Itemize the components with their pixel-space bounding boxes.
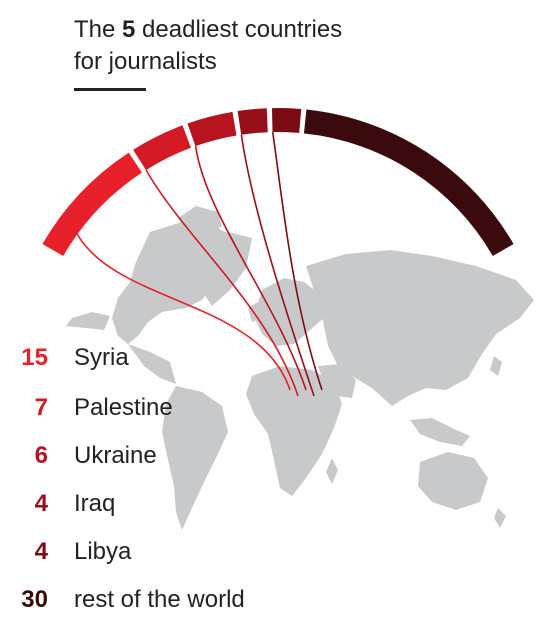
world-map xyxy=(66,206,534,530)
title-number: 5 xyxy=(122,16,136,43)
new-zealand-shape xyxy=(494,508,506,528)
alaska-shape xyxy=(66,312,110,330)
chart-title: The 5 deadliest countries for journalist… xyxy=(74,14,494,78)
arc-segment-iraq xyxy=(237,108,268,135)
connector-line-palestine xyxy=(145,169,299,397)
africa-shape xyxy=(246,366,342,496)
arc-segment-rest xyxy=(303,109,514,256)
title-suffix: deadliest countries xyxy=(135,16,343,43)
indonesia-shape xyxy=(410,418,470,446)
connector-line-iraq xyxy=(240,134,315,397)
legend-row-ukraine: 6 Ukraine xyxy=(0,436,400,476)
title-underline xyxy=(74,88,146,91)
legend-label-syria: Syria xyxy=(74,344,129,371)
legend-label-libya: Libya xyxy=(74,538,132,565)
australia-shape xyxy=(418,452,488,510)
legend-value-palestine: 7 xyxy=(34,394,48,421)
legend-value-rest: 30 xyxy=(21,586,48,613)
legend-label-ukraine: Ukraine xyxy=(74,442,157,469)
legend-value-libya: 4 xyxy=(34,538,48,565)
legend-value-ukraine: 6 xyxy=(34,442,48,469)
legend-label-rest: rest of the world xyxy=(74,586,245,613)
japan-shape xyxy=(490,356,502,376)
madagascar-shape xyxy=(326,458,338,484)
arc-segments xyxy=(42,107,514,256)
asia-shape xyxy=(306,250,534,406)
connector-line-ukraine xyxy=(194,145,307,391)
arc-segment-ukraine xyxy=(187,111,237,147)
middle-east-shape xyxy=(318,364,356,398)
legend-label-palestine: Palestine xyxy=(74,394,173,421)
connector-lines xyxy=(76,131,323,397)
europe-shape xyxy=(254,278,326,346)
title-prefix: The xyxy=(74,16,123,43)
central-america-shape xyxy=(128,344,176,384)
british-isles-shape xyxy=(248,302,262,322)
legend-label-iraq: Iraq xyxy=(74,490,116,517)
south-america-shape xyxy=(162,386,228,530)
legend-value-iraq: 4 xyxy=(34,490,48,517)
legend-row-iraq: 4 Iraq xyxy=(0,484,400,524)
connector-line-libya xyxy=(271,131,323,391)
connector-line-syria xyxy=(76,233,291,391)
arc-segment-libya xyxy=(271,107,302,133)
legend-value-syria: 15 xyxy=(21,344,48,371)
legend-row-rest: 30 rest of the world xyxy=(0,580,400,620)
legend-row-palestine: 7 Palestine xyxy=(0,388,400,428)
title-line2: for journalists xyxy=(74,48,217,75)
legend-row-libya: 4 Libya xyxy=(0,532,400,572)
arc-segment-palestine xyxy=(133,125,191,171)
arctic-islands-shape xyxy=(178,206,222,236)
legend-row-syria: 15 Syria xyxy=(0,338,400,378)
arc-segment-syria xyxy=(42,152,142,256)
